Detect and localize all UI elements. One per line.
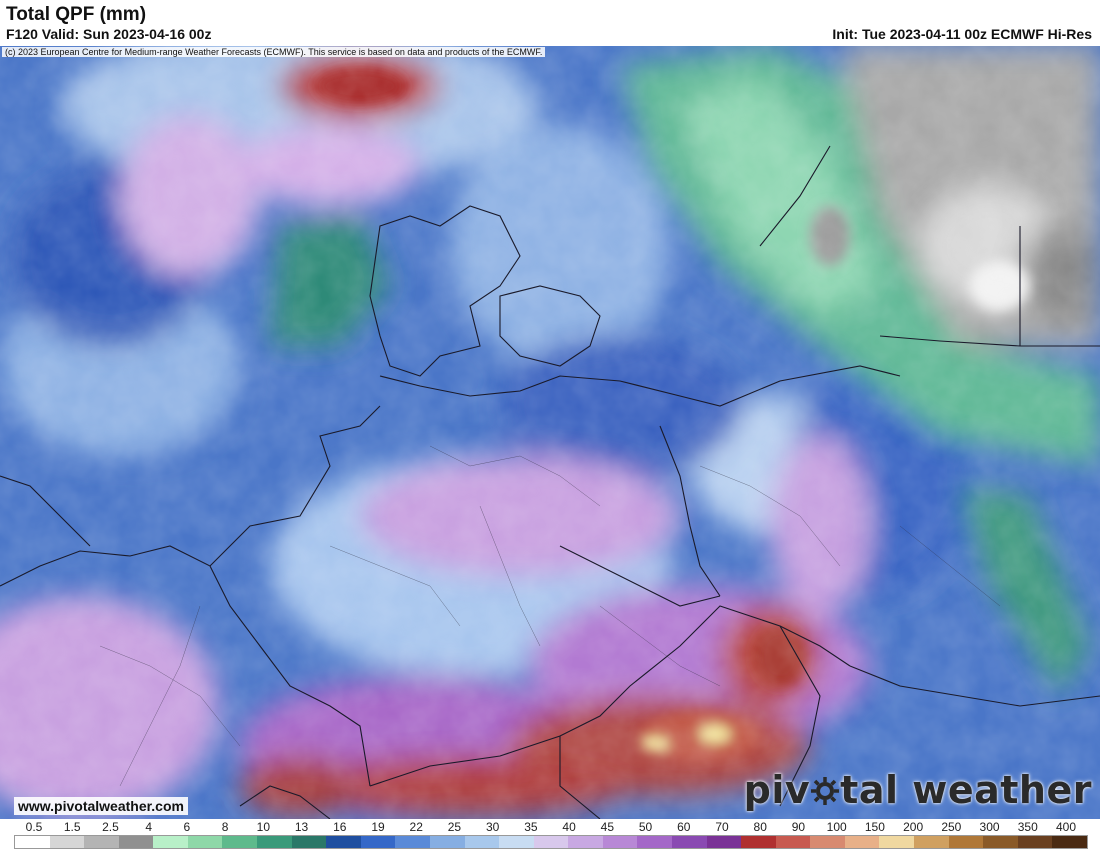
legend-swatch: [637, 836, 672, 848]
legend-swatch: [326, 836, 361, 848]
legend-swatch: [914, 836, 949, 848]
legend-label: 0.5: [25, 820, 43, 834]
legend-swatch: [464, 836, 500, 848]
legend-label: 300: [979, 820, 1000, 834]
legend-swatch: [1017, 836, 1053, 848]
legend-swatch: [429, 836, 465, 848]
brand-text-left: piv: [743, 768, 811, 812]
legend-swatch: [844, 836, 880, 848]
legend-label: 60: [677, 820, 691, 834]
legend-swatch: [222, 836, 258, 848]
legend-swatch: [118, 836, 154, 848]
country-borders: [0, 145, 1100, 819]
legend-swatch: [879, 836, 915, 848]
legend-swatch: [775, 836, 811, 848]
legend-swatch: [257, 836, 292, 848]
legend-label: 150: [864, 820, 885, 834]
legend-swatch: [15, 836, 50, 848]
legend-label: 30: [485, 820, 500, 834]
legend-label: 35: [524, 820, 538, 834]
legend-label: 200: [903, 820, 924, 834]
legend-swatch: [602, 836, 638, 848]
legend-swatch: [706, 836, 742, 848]
brand-logo: piv tal weather: [744, 768, 1092, 812]
legend-label: 70: [715, 820, 729, 834]
legend-label: 25: [447, 820, 462, 834]
legend-swatch: [291, 836, 327, 848]
legend-label: 1.5: [63, 820, 81, 834]
legend-label: 80: [753, 820, 767, 834]
legend-label: 90: [791, 820, 806, 834]
map-header: Total QPF (mm) F120 Valid: Sun 2023-04-1…: [0, 0, 1100, 46]
legend-swatch: [533, 836, 569, 848]
legend-label: 50: [638, 820, 653, 834]
legend-swatch: [983, 836, 1018, 848]
copyright-notice: (c) 2023 European Centre for Medium-rang…: [2, 47, 546, 57]
legend-swatch: [153, 836, 188, 848]
legend-swatch: [187, 836, 223, 848]
legend-swatch: [741, 836, 776, 848]
legend-label: 250: [941, 820, 962, 834]
legend-swatch: [671, 836, 707, 848]
legend-swatch: [49, 836, 85, 848]
legend-label: 2.5: [102, 820, 119, 834]
legend-swatch: [360, 836, 396, 848]
legend-label: 4: [145, 820, 152, 834]
legend-swatch: [499, 836, 534, 848]
legend-label: 8: [221, 820, 229, 834]
region-borders: [99, 445, 1001, 787]
color-legend: 0.5 1.5 2.5 4 6 8 10 13 16 19 22 25 30 35 40 45 50 60 70 80…: [0, 819, 1100, 850]
legend-label: 6: [183, 820, 191, 834]
legend-swatch: [948, 836, 984, 848]
legend-label: 22: [409, 820, 423, 834]
map-title: Total QPF (mm): [6, 4, 147, 25]
legend-label: 350: [1017, 820, 1038, 834]
legend-label: 16: [333, 820, 347, 834]
init-time: Init: Tue 2023-04-11 00z ECMWF Hi-Res: [832, 26, 1092, 42]
valid-time: F120 Valid: Sun 2023-04-16 00z: [6, 26, 212, 42]
legend-label: 45: [600, 820, 615, 834]
legend-label: 100: [826, 820, 847, 834]
legend-label: 13: [294, 820, 309, 834]
legend-label: 400: [1055, 820, 1077, 834]
legend-label: 19: [371, 820, 385, 834]
legend-color-bar: [14, 835, 1088, 849]
sun-gear-icon: [811, 777, 840, 805]
legend-labels: 0.5 1.5 2.5 4 6 8 10 13 16 19 22 25 30 35 40 45 50 60 70 80…: [0, 819, 1100, 835]
site-url[interactable]: www.pivotalweather.com: [14, 797, 188, 815]
legend-swatch: [1052, 836, 1087, 848]
legend-swatch: [568, 836, 603, 848]
brand-text-right: tal weather: [840, 768, 1092, 812]
legend-swatch: [84, 836, 119, 848]
legend-label: 40: [562, 820, 576, 834]
legend-label: 10: [256, 820, 271, 834]
legend-swatch: [810, 836, 845, 848]
precipitation-map[interactable]: [0, 46, 1100, 819]
texture-overlay: [0, 46, 1100, 819]
legend-swatch: [395, 836, 430, 848]
